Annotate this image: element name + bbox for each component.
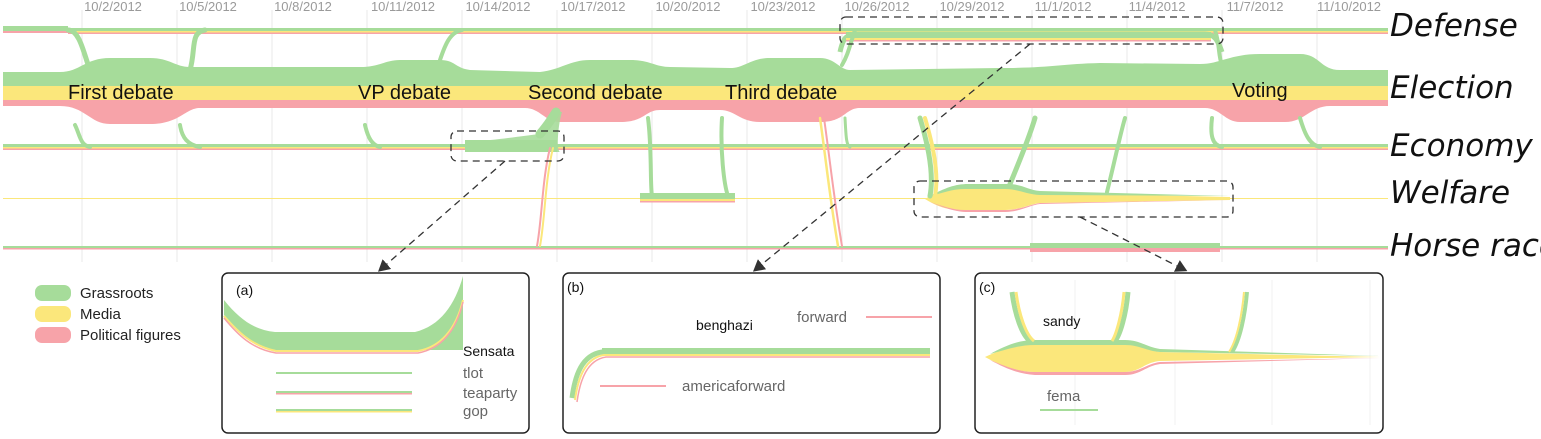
legend-label-media: Media <box>80 306 122 323</box>
panel-b-keyword-benghazi: benghazi <box>696 317 753 333</box>
event-vp-debate: VP debate <box>358 82 451 104</box>
election-stream <box>3 54 1388 124</box>
panel-a-keyword-teaparty: teaparty <box>463 385 518 402</box>
topic-election: Election <box>1390 70 1514 106</box>
panel-a-letter: (a) <box>236 282 253 298</box>
date-label: 10/5/2012 <box>179 0 237 14</box>
date-label: 10/11/2012 <box>371 0 435 14</box>
transition-ribbons <box>65 27 1322 248</box>
legend-label-grassroots: Grassroots <box>80 285 153 302</box>
legend-label-political-figures: Political figures <box>80 327 181 344</box>
event-voting: Voting <box>1232 80 1288 102</box>
panel-c: (c) sandy fema <box>974 272 1384 434</box>
date-label: 11/7/2012 <box>1227 0 1284 14</box>
welfare-stream <box>3 184 1388 212</box>
highlight-box-a <box>450 130 565 162</box>
topic-horse-race: Horse race <box>1390 228 1541 264</box>
date-label: 10/2/2012 <box>84 0 142 14</box>
legend: Grassroots Media Political figures <box>35 285 181 344</box>
date-label: 10/26/2012 <box>844 0 909 14</box>
date-label: 11/10/2012 <box>1317 0 1381 14</box>
arrow-to-panel-a <box>378 160 506 272</box>
highlight-box-c <box>913 180 1234 218</box>
topic-welfare: Welfare <box>1390 175 1510 211</box>
event-third-debate: Third debate <box>725 82 837 104</box>
highlight-boxes <box>450 16 1234 218</box>
topic-defense: Defense <box>1390 8 1518 44</box>
panel-c-keyword-fema: fema <box>1047 388 1081 405</box>
panel-b: (b) benghazi forward americaforward <box>562 272 941 434</box>
date-grid <box>81 10 1318 262</box>
date-label: 11/1/2012 <box>1035 0 1092 14</box>
legend-swatch-media <box>35 306 71 322</box>
date-label: 10/14/2012 <box>465 0 530 14</box>
date-axis: 10/2/2012 10/5/2012 10/8/2012 10/11/2012… <box>84 0 1381 14</box>
panel-b-keyword-forward: forward <box>797 309 847 326</box>
legend-swatch-grassroots <box>35 285 71 301</box>
date-label: 10/20/2012 <box>655 0 720 14</box>
legend-swatch-political-figures <box>35 327 71 343</box>
date-label: 10/17/2012 <box>560 0 625 14</box>
event-labels: First debate VP debate Second debate Thi… <box>68 80 1288 104</box>
panel-a: (a) Sensata tlot teaparty gop <box>221 272 530 434</box>
economy-stream <box>3 112 1388 152</box>
panel-b-keyword-americaforward: americaforward <box>682 378 785 395</box>
defense-stream <box>3 26 1388 53</box>
panel-c-letter: (c) <box>979 279 995 295</box>
topic-economy: Economy <box>1390 128 1533 164</box>
event-second-debate: Second debate <box>528 82 663 104</box>
event-first-debate: First debate <box>68 82 174 104</box>
date-label: 10/8/2012 <box>274 0 332 14</box>
panel-b-letter: (b) <box>567 279 584 295</box>
horse-race-stream <box>3 243 1388 252</box>
panel-c-keyword-sandy: sandy <box>1043 313 1080 329</box>
date-label: 11/4/2012 <box>1129 0 1186 14</box>
panel-a-keyword-tlot: tlot <box>463 365 484 382</box>
highlight-box-b <box>839 16 1224 45</box>
panel-a-keyword-sensata: Sensata <box>463 343 515 359</box>
topic-labels: Defense Election Economy Welfare Horse r… <box>1390 8 1541 264</box>
panel-a-keyword-gop: gop <box>463 403 488 420</box>
zoom-arrows <box>378 43 1188 272</box>
arrow-to-panel-c <box>1079 216 1188 272</box>
date-label: 10/29/2012 <box>939 0 1004 14</box>
date-label: 10/23/2012 <box>750 0 815 14</box>
